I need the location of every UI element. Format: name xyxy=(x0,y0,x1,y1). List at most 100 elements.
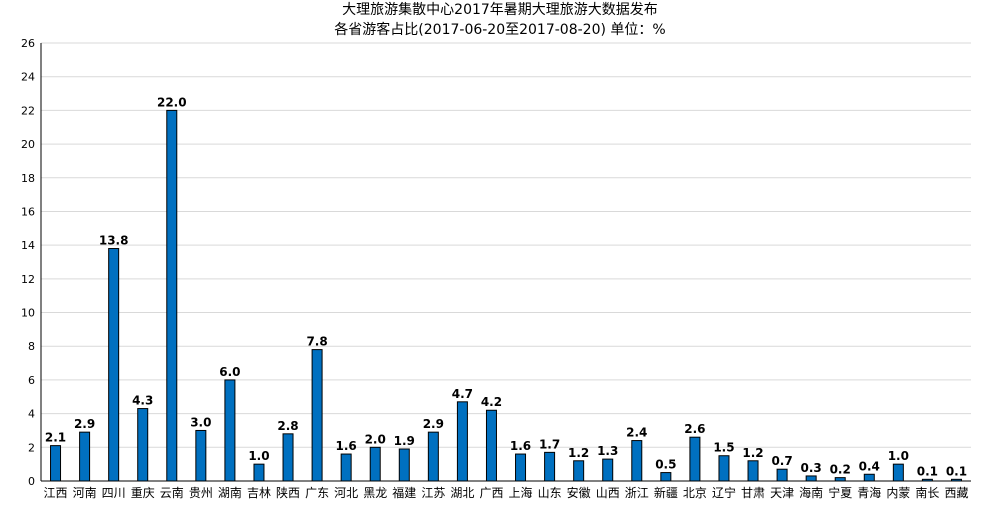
data-label: 2.9 xyxy=(74,417,95,431)
x-tick-label: 广西 xyxy=(479,486,503,500)
y-tick-label: 0 xyxy=(28,475,35,488)
x-tick-label: 广东 xyxy=(305,486,329,500)
bar xyxy=(776,468,788,482)
x-tick-label: 湖北 xyxy=(450,485,474,500)
bar xyxy=(311,349,323,482)
data-label: 13.8 xyxy=(99,234,129,248)
y-tick-label: 24 xyxy=(21,71,35,84)
chart-title-block: 大理旅游集散中心2017年暑期大理旅游大数据发布 各省游客占比(2017-06-… xyxy=(0,0,1000,40)
bar xyxy=(863,473,875,482)
bar xyxy=(195,429,207,482)
bar xyxy=(515,453,527,482)
data-label: 1.7 xyxy=(539,437,560,451)
y-tick-label: 2 xyxy=(28,441,35,454)
x-tick-label: 甘肃 xyxy=(741,486,765,500)
x-tick-label: 湖南 xyxy=(218,485,242,500)
chart-subtitle: 各省游客占比(2017-06-20至2017-08-20) 单位：% xyxy=(334,22,666,38)
bar xyxy=(747,460,759,482)
x-tick-label: 吉林 xyxy=(247,486,271,500)
bar xyxy=(718,455,730,482)
y-tick-label: 8 xyxy=(28,340,35,353)
bar xyxy=(427,431,439,482)
data-label: 0.1 xyxy=(917,464,938,478)
data-label: 1.0 xyxy=(248,449,269,463)
bar xyxy=(456,401,468,482)
data-label: 2.6 xyxy=(684,422,705,436)
data-label: 0.1 xyxy=(946,464,967,478)
data-label: 2.9 xyxy=(423,417,444,431)
bar xyxy=(544,451,556,482)
y-tick-label: 4 xyxy=(28,408,35,421)
bar xyxy=(950,478,962,482)
bar xyxy=(224,379,236,482)
data-label: 22.0 xyxy=(157,95,187,109)
y-tick-label: 22 xyxy=(21,104,35,117)
data-label: 4.2 xyxy=(481,395,502,409)
bar xyxy=(137,408,149,482)
data-label: 0.7 xyxy=(771,454,792,468)
x-tick-label: 青海 xyxy=(857,485,881,500)
data-label: 2.8 xyxy=(277,419,298,433)
x-tick-label: 辽宁 xyxy=(712,485,736,500)
data-label: 2.4 xyxy=(626,426,647,440)
bar xyxy=(282,433,294,482)
data-label: 1.0 xyxy=(888,449,909,463)
y-tick-label: 14 xyxy=(21,239,35,252)
bar xyxy=(573,460,585,482)
x-tick-label: 内蒙 xyxy=(886,486,910,500)
x-tick-label: 上海 xyxy=(509,485,533,500)
x-tick-label: 重庆 xyxy=(131,486,155,500)
data-label: 6.0 xyxy=(219,365,240,379)
x-tick-label: 陕西 xyxy=(276,485,300,500)
x-tick-label: 河南 xyxy=(73,485,97,500)
x-tick-label: 贵州 xyxy=(189,486,213,500)
x-tick-label: 宁夏 xyxy=(828,485,852,500)
x-tick-label: 西藏 xyxy=(944,486,968,500)
bar xyxy=(921,478,933,482)
bar xyxy=(834,477,846,482)
x-tick-label: 北京 xyxy=(683,486,707,500)
x-tick-label: 海南 xyxy=(799,485,823,500)
bar xyxy=(631,440,643,482)
data-label: 4.3 xyxy=(132,394,153,408)
data-label: 1.5 xyxy=(713,441,734,455)
bar xyxy=(602,458,614,482)
y-tick-label: 18 xyxy=(21,172,35,185)
bar xyxy=(166,109,178,482)
x-tick-label: 南长 xyxy=(915,485,939,500)
data-label: 1.9 xyxy=(394,434,415,448)
bar xyxy=(398,448,410,482)
y-tick-label: 6 xyxy=(28,374,35,387)
x-tick-label: 福建 xyxy=(392,485,416,500)
bar xyxy=(485,409,497,482)
chart-title: 大理旅游集散中心2017年暑期大理旅游大数据发布 xyxy=(342,2,658,18)
bar xyxy=(805,475,817,482)
bar xyxy=(50,445,62,482)
bar xyxy=(892,463,904,482)
data-label: 2.0 xyxy=(365,432,386,446)
data-label: 1.2 xyxy=(568,446,589,460)
data-label: 0.3 xyxy=(801,461,822,475)
data-label: 7.8 xyxy=(306,335,327,349)
bar xyxy=(340,453,352,482)
data-label: 2.1 xyxy=(45,431,66,445)
bar xyxy=(79,431,91,482)
x-tick-label: 天津 xyxy=(770,486,794,500)
bar xyxy=(660,472,672,482)
bar xyxy=(108,248,120,482)
x-tick-label: 黑龙 xyxy=(363,486,387,500)
data-label: 1.2 xyxy=(742,446,763,460)
y-tick-label: 12 xyxy=(21,273,35,286)
data-label: 1.3 xyxy=(597,444,618,458)
bar xyxy=(689,436,701,482)
bar xyxy=(253,463,265,482)
x-tick-label: 四川 xyxy=(102,486,126,500)
x-tick-label: 山西 xyxy=(596,486,620,500)
data-label: 4.7 xyxy=(452,387,473,401)
bar xyxy=(369,446,381,482)
data-label: 1.6 xyxy=(336,439,357,453)
y-tick-label: 20 xyxy=(21,138,35,151)
x-tick-label: 山东 xyxy=(538,486,562,500)
data-label: 0.5 xyxy=(655,458,676,472)
